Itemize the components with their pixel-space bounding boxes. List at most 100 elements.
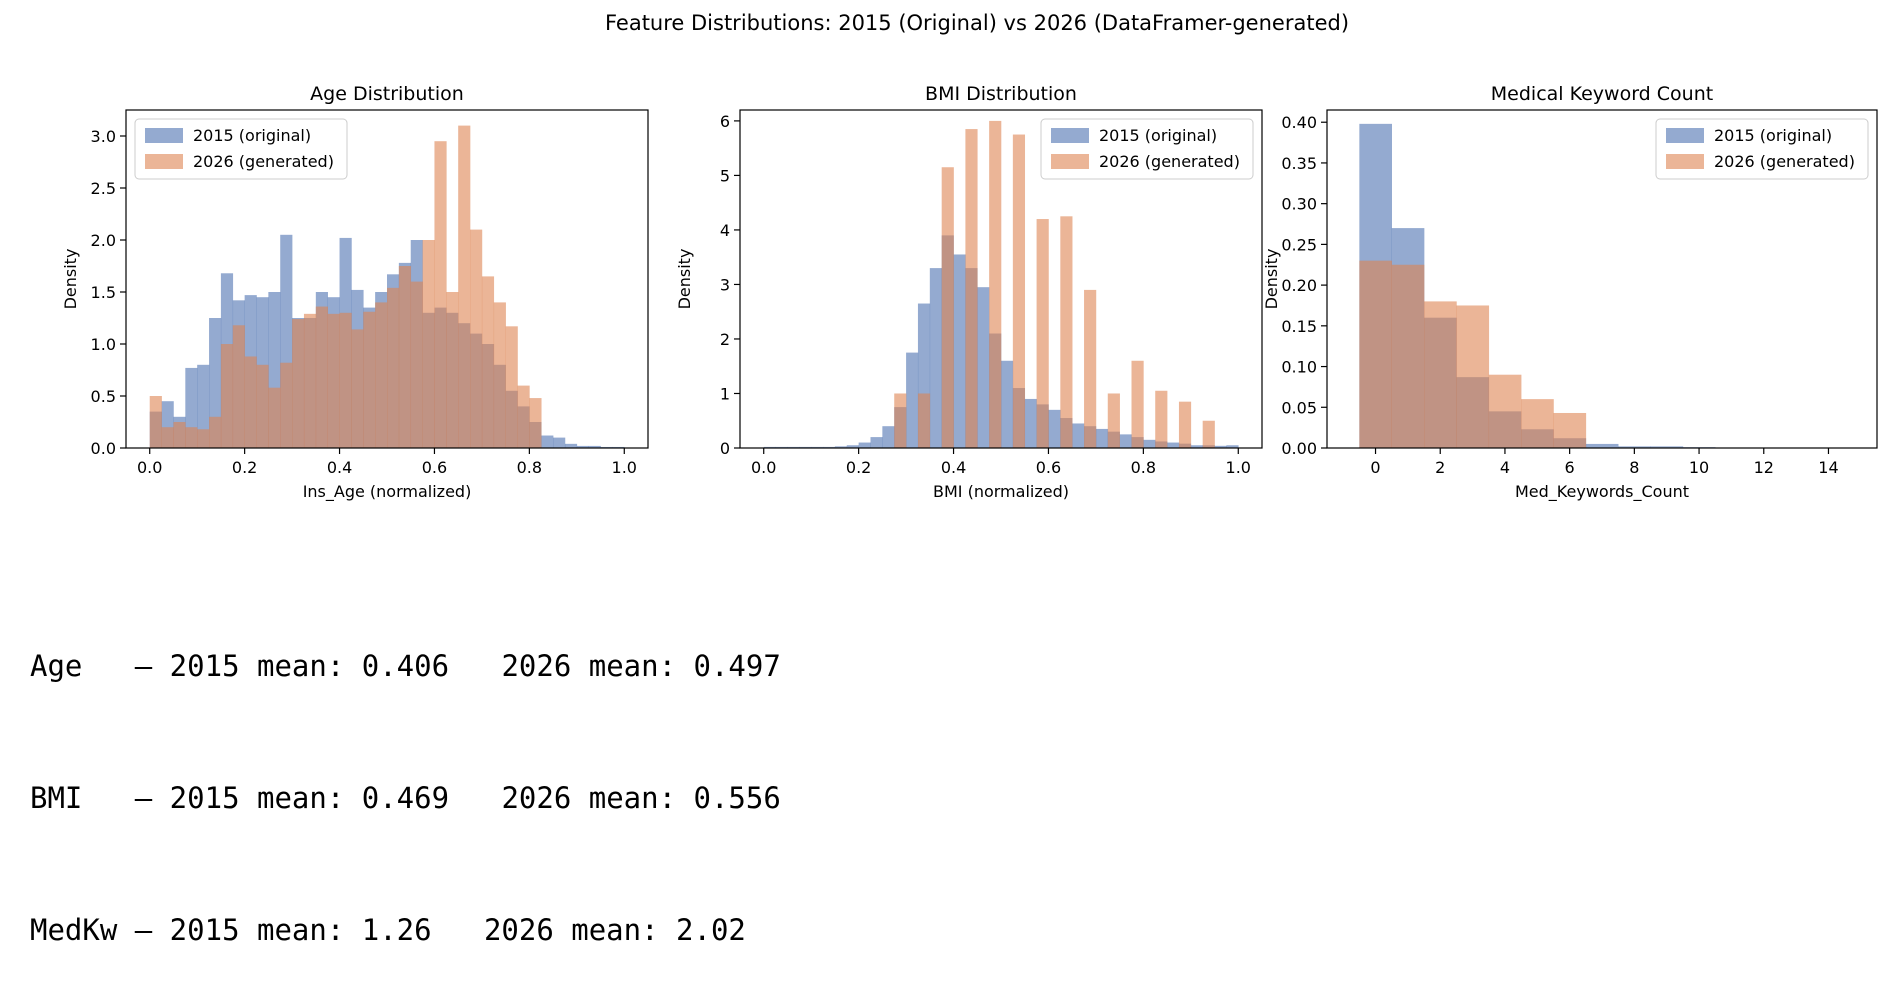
histogram-bar-generated <box>209 417 221 448</box>
stats-bmi-gen: 2026 mean: 0.556 <box>501 781 780 815</box>
histogram-bar-generated <box>280 363 292 448</box>
histogram-bar-original <box>553 438 565 448</box>
x-tick-label: 6 <box>1565 458 1575 477</box>
stats-line-medkw: MedKw – 2015 mean: 1.26 2026 mean: 2.02 <box>30 908 781 952</box>
y-axis-label: Density <box>675 249 694 310</box>
histogram-bar-original <box>565 444 577 448</box>
y-tick-label: 0.5 <box>91 387 116 406</box>
histogram-bar-generated <box>1084 290 1096 448</box>
histogram-bar-generated <box>316 307 328 448</box>
histogram-bar-generated <box>1132 361 1144 448</box>
histogram-bar-generated <box>399 266 411 448</box>
x-tick-label: 0.6 <box>1036 458 1061 477</box>
histogram-bar-original <box>1096 429 1108 448</box>
histogram-bar-original <box>1048 410 1060 448</box>
y-tick-label: 0.35 <box>1281 154 1317 173</box>
histogram-bar-generated <box>894 393 906 448</box>
legend-label: 2026 (generated) <box>193 152 334 171</box>
histogram-bar-generated <box>1037 219 1049 448</box>
histogram-bar-generated <box>162 427 174 448</box>
histogram-bar-generated <box>1179 402 1191 448</box>
y-tick-label: 0 <box>720 439 730 458</box>
x-tick-label: 4 <box>1500 458 1510 477</box>
y-axis-label: Density <box>1262 249 1281 310</box>
stats-line-bmi: BMI – 2015 mean: 0.469 2026 mean: 0.556 <box>30 776 781 820</box>
x-tick-label: 2 <box>1435 458 1445 477</box>
histogram-bar-generated <box>268 388 280 448</box>
histogram-bar-generated <box>506 326 518 448</box>
y-tick-label: 0.20 <box>1281 276 1317 295</box>
histogram-bar-original <box>977 287 989 448</box>
legend-label: 2015 (original) <box>1099 126 1217 145</box>
histogram-bar-original <box>1072 423 1084 448</box>
histogram-bar-generated <box>1155 391 1167 448</box>
histogram-bar-generated <box>942 167 954 448</box>
histogram-bar-generated <box>245 356 257 448</box>
histogram-bar-generated <box>529 398 541 448</box>
x-tick-label: 0.2 <box>846 458 871 477</box>
stats-bmi-orig: – 2015 mean: 0.469 <box>135 781 449 815</box>
legend-swatch <box>145 154 183 169</box>
legend-label: 2015 (original) <box>193 126 311 145</box>
chart-title: Age Distribution <box>310 83 464 105</box>
legend-label: 2026 (generated) <box>1099 152 1240 171</box>
histogram-bar-generated <box>423 240 435 448</box>
histogram-bar-generated <box>292 319 304 448</box>
histogram-bar-generated <box>351 329 363 448</box>
x-tick-label: 0.0 <box>751 458 776 477</box>
histogram-bar-generated <box>1553 413 1586 448</box>
histogram-bar-original <box>1143 440 1155 448</box>
histogram-bar-original <box>1025 399 1037 448</box>
histogram-bar-generated <box>173 422 185 448</box>
histogram-bar-generated <box>494 302 506 448</box>
stats-block: Age – 2015 mean: 0.406 2026 mean: 0.497 … <box>30 556 781 996</box>
figure: Feature Distributions: 2015 (Original) v… <box>0 0 1892 540</box>
legend-label: 2026 (generated) <box>1714 152 1855 171</box>
histogram-bar-generated <box>470 230 482 448</box>
y-tick-label: 2 <box>720 330 730 349</box>
histogram-bar-original <box>1586 444 1619 448</box>
histogram-bar-original <box>1001 361 1013 448</box>
histogram-bar-generated <box>989 121 1001 448</box>
x-tick-label: 0.8 <box>517 458 542 477</box>
histogram-bar-generated <box>458 126 470 448</box>
x-tick-label: 14 <box>1818 458 1838 477</box>
histogram-bar-original <box>1120 434 1132 448</box>
x-tick-label: 0.4 <box>327 458 352 477</box>
histogram-bar-generated <box>150 396 162 448</box>
legend-swatch <box>1666 154 1704 169</box>
x-tick-label: 0.8 <box>1131 458 1156 477</box>
stats-medkw-label: MedKw <box>30 913 135 947</box>
y-tick-label: 4 <box>720 221 730 240</box>
legend-swatch <box>1666 128 1704 143</box>
stats-age-label: Age <box>30 649 135 683</box>
y-tick-label: 2.0 <box>91 231 116 250</box>
y-tick-label: 2.5 <box>91 179 116 198</box>
legend-swatch <box>1051 128 1089 143</box>
histogram-bar-generated <box>328 314 340 448</box>
y-tick-label: 0.05 <box>1281 398 1317 417</box>
x-tick-label: 0.0 <box>137 458 162 477</box>
histogram-bar-generated <box>1456 305 1489 448</box>
histogram-bar-generated <box>1521 399 1554 448</box>
histogram-bar-generated <box>1392 265 1425 448</box>
chart-title: BMI Distribution <box>925 83 1077 105</box>
y-tick-label: 0.40 <box>1281 113 1317 132</box>
histogram-bar-generated <box>1060 216 1072 448</box>
x-tick-label: 0 <box>1370 458 1380 477</box>
histogram-bar-generated <box>411 282 423 448</box>
histogram-bar-generated <box>1489 375 1522 448</box>
histogram-bar-generated <box>1359 261 1392 448</box>
y-tick-label: 0.00 <box>1281 439 1317 458</box>
y-tick-label: 3.0 <box>91 127 116 146</box>
histogram-bar-generated <box>185 427 197 448</box>
y-axis-label: Density <box>61 249 80 310</box>
legend-label: 2015 (original) <box>1714 126 1832 145</box>
histogram-bar-generated <box>482 276 494 448</box>
stats-line-age: Age – 2015 mean: 0.406 2026 mean: 0.497 <box>30 644 781 688</box>
histogram-bar-generated <box>197 429 209 448</box>
histogram-bar-original <box>871 437 883 448</box>
histogram-bar-generated <box>233 325 245 448</box>
histogram-bar-original <box>930 268 942 448</box>
histogram-bar-generated <box>257 365 269 448</box>
